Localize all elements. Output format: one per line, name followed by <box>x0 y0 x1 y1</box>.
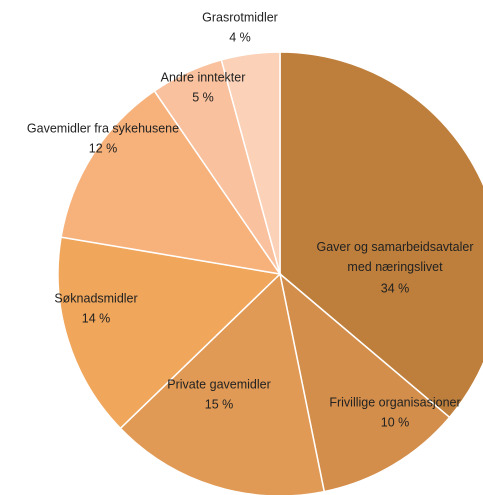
pie-slice <box>57 236 282 430</box>
slice-label: Frivillige organisasjoner <box>329 395 460 409</box>
slice-label: Søknadsmidler <box>54 291 137 305</box>
slice-value: 14 % <box>82 311 111 325</box>
slice-value: 15 % <box>205 397 234 411</box>
slice-value: 10 % <box>381 415 410 429</box>
slice-label: Private gavemidler <box>167 377 271 391</box>
slice-label: Gavemidler fra sykehusene <box>27 121 179 135</box>
slice-label: Andre inntekter <box>161 70 246 84</box>
slice-label: Gaver og samarbeidsavtaler med næringsliv… <box>316 240 473 274</box>
pie-slice <box>60 89 282 276</box>
pie-slice <box>220 51 281 275</box>
slice-value: 34 % <box>381 281 410 295</box>
pie-slice <box>278 272 451 493</box>
slice-value: 5 % <box>192 90 214 104</box>
slice-value: 12 % <box>89 141 118 155</box>
pie-slice <box>279 51 483 419</box>
slice-value: 4 % <box>229 30 251 44</box>
slice-label: Grasrotmidler <box>202 10 278 24</box>
